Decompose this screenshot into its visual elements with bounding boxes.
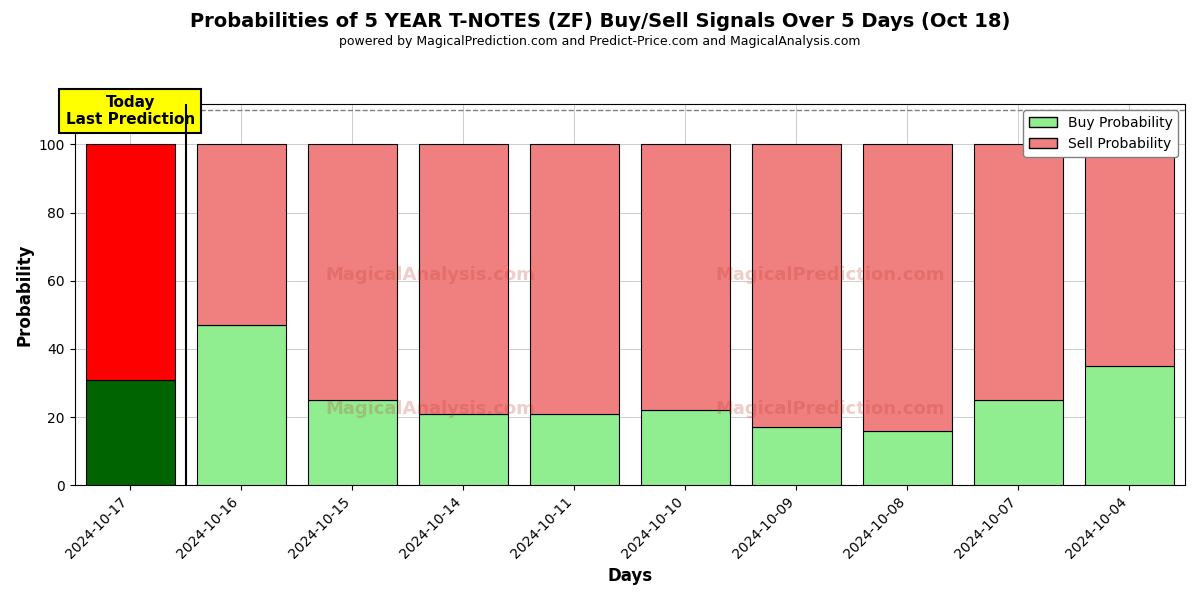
Bar [974, 145, 1063, 400]
Bar [308, 400, 397, 485]
Bar [752, 427, 841, 485]
Bar [308, 145, 397, 400]
Bar [974, 400, 1063, 485]
Bar [1085, 366, 1174, 485]
Bar [641, 145, 730, 410]
Bar [85, 380, 174, 485]
Bar [530, 413, 619, 485]
Y-axis label: Probability: Probability [16, 243, 34, 346]
Legend: Buy Probability, Sell Probability: Buy Probability, Sell Probability [1024, 110, 1178, 157]
Text: Probabilities of 5 YEAR T-NOTES (ZF) Buy/Sell Signals Over 5 Days (Oct 18): Probabilities of 5 YEAR T-NOTES (ZF) Buy… [190, 12, 1010, 31]
Bar [419, 145, 508, 413]
Text: MagicalAnalysis.com: MagicalAnalysis.com [325, 400, 535, 418]
Bar [752, 145, 841, 427]
Bar [530, 145, 619, 413]
Bar [863, 431, 952, 485]
Bar [85, 145, 174, 380]
Text: powered by MagicalPrediction.com and Predict-Price.com and MagicalAnalysis.com: powered by MagicalPrediction.com and Pre… [340, 35, 860, 48]
Text: MagicalPrediction.com: MagicalPrediction.com [715, 400, 944, 418]
Bar [197, 325, 286, 485]
Bar [1085, 145, 1174, 366]
Bar [863, 145, 952, 431]
Text: MagicalPrediction.com: MagicalPrediction.com [715, 266, 944, 284]
Bar [419, 413, 508, 485]
Text: MagicalAnalysis.com: MagicalAnalysis.com [325, 266, 535, 284]
Text: Today
Last Prediction: Today Last Prediction [66, 95, 194, 127]
Bar [197, 145, 286, 325]
X-axis label: Days: Days [607, 567, 653, 585]
Bar [641, 410, 730, 485]
